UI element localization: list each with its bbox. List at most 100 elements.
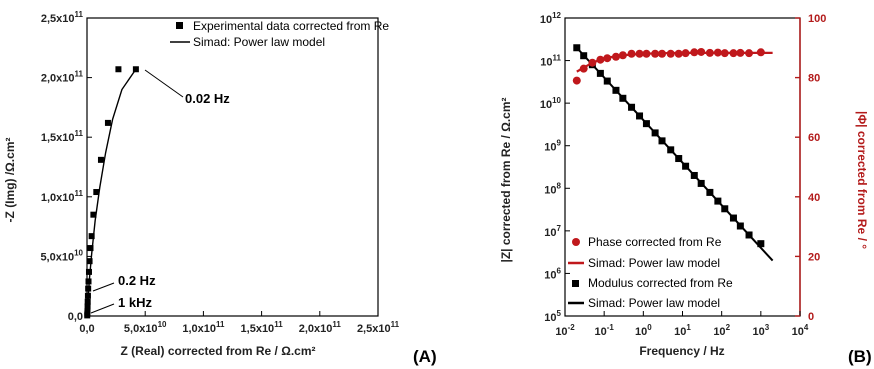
panel-b-modulus-point — [682, 162, 690, 170]
panel-b-modulus-point — [706, 188, 714, 196]
panel-b-y-tick-label: 1012 — [540, 11, 562, 26]
annotation-leader-0-2-hz — [92, 282, 115, 292]
panel-b-phase-point — [705, 48, 714, 57]
panel-b-right-y-tick-label: 100 — [808, 13, 826, 25]
panel-b-legend-square-marker — [572, 280, 579, 287]
panel-b-modulus-point — [745, 231, 753, 239]
panel-b-phase-point — [572, 76, 581, 85]
panel-b-y-ticks: 105 106 107 108 109 1010 1011 1012 — [540, 11, 570, 324]
panel-b-modulus-point — [619, 94, 627, 102]
panel-a-x-tick-label: 1,5x1011 — [241, 320, 284, 335]
panel-b-phase-point — [627, 49, 636, 58]
panel-b-y-tick-label: 107 — [544, 224, 561, 239]
panel-a-y-tick-label: 0,0 — [68, 311, 83, 323]
panel-b-right-y-tick-label: 40 — [808, 192, 820, 204]
panel-b-phase-point — [666, 49, 675, 58]
panel-b-y-tick-label: 105 — [544, 309, 561, 324]
panel-b-modulus-points — [573, 44, 765, 248]
panel-b-x-tick-label: 103 — [752, 323, 769, 338]
panel-b-modulus-point — [736, 222, 744, 230]
annotation-0-2-hz: 0.2 Hz — [118, 273, 156, 288]
panel-a-y-ticks: 0,0 5,0x1010 1,0x1011 1,5x1011 2,0x1011 2,5x1… — [40, 10, 92, 323]
panel-b-right-y-tick-label: 60 — [808, 132, 820, 144]
panel-a-data-point — [86, 258, 93, 265]
panel-b-modulus-point — [580, 52, 588, 60]
panel-b-phase-point — [658, 49, 667, 58]
panel-a-data-point — [84, 298, 91, 305]
panel-b-modulus-point — [658, 137, 666, 145]
panel-b-right-y-tick-label: 0 — [808, 311, 814, 323]
panel-b-x-tick-label: 100 — [635, 323, 652, 338]
panel-a-plot-frame — [86, 17, 379, 317]
panel-a-x-tick-label: 1,0x1011 — [182, 320, 225, 335]
panel-a-x-axis-label: Z (Real) corrected from Re / Ω.cm² — [121, 344, 316, 358]
panel-b-modulus-point — [667, 146, 675, 154]
panel-a-data-point — [93, 189, 100, 196]
annotation-leader-1-khz — [90, 303, 115, 314]
panel-b-x-tick-label: 10-2 — [555, 323, 575, 338]
panel-b-x-ticks: 10-2 10-1 100 101 102 103 104 — [555, 311, 809, 338]
panel-b-legend: Phase corrected from Re Simad: Power law… — [568, 235, 733, 310]
panel-a-data-point — [132, 66, 139, 73]
panel-b-phase-point — [635, 49, 644, 58]
panel-b-modulus-point — [729, 214, 737, 222]
panel-b-phase-point — [745, 49, 754, 58]
panel-b-right-y-tick-label: 80 — [808, 73, 820, 85]
panel-b-modulus-point — [675, 155, 683, 163]
panel-a-data-point — [90, 211, 97, 218]
panel-a-label: (A) — [413, 347, 437, 366]
panel-a-data-point — [84, 303, 91, 310]
panel-a-y-tick-label: 1,5x1011 — [41, 129, 84, 144]
panel-b-modulus-point — [636, 112, 644, 120]
panel-b-phase-point — [713, 48, 722, 57]
panel-b-phase-point — [611, 52, 620, 61]
annotation-1-khz: 1 kHz — [118, 295, 152, 310]
panel-b-phase-point — [681, 49, 690, 58]
panel-b-label: (B) — [848, 347, 872, 366]
panel-b-y-tick-label: 108 — [544, 181, 561, 196]
panel-b-y-tick-label: 109 — [544, 139, 561, 154]
panel-a-legend: Experimental data corrected from Re Sima… — [170, 19, 389, 49]
panel-a-x-tick-label: 0,0 — [79, 323, 94, 335]
panel-b-legend-entry-3: Modulus corrected from Re — [588, 276, 733, 290]
panel-b-legend-entry-4: Simad: Power law model — [588, 296, 720, 310]
panel-b-x-axis-label: Frequency / Hz — [639, 344, 724, 358]
panel-b-legend-entry-1: Phase corrected from Re — [588, 235, 722, 249]
panel-b-right-y-axis-label: |Φ| corrected from Re / ° — [855, 111, 869, 249]
panel-b-x-tick-label: 10-1 — [594, 323, 614, 338]
panel-b-modulus-point — [714, 197, 722, 205]
panel-b-phase-point — [596, 55, 605, 64]
panel-a-y-axis-label: -Z (Img) /Ω.cm² — [3, 138, 17, 223]
panel-a-y-tick-label: 1,0x1011 — [41, 189, 84, 204]
panel-b: 10-2 10-1 100 101 102 103 104 1051061071081091… — [499, 11, 872, 366]
panel-a-data-point — [115, 66, 122, 73]
panel-b-modulus-point — [612, 86, 620, 94]
panel-a-y-tick-label: 2,0x1011 — [41, 70, 84, 85]
panel-b-phase-points — [572, 47, 765, 85]
panel-a-data-point — [97, 156, 104, 163]
panel-a-annotations: 0.02 Hz 0.2 Hz 1 kHz — [90, 69, 230, 314]
panel-b-modulus-point — [573, 44, 581, 52]
panel-a-x-tick-label: 2,0x1011 — [299, 320, 342, 335]
panel-a-data-point — [88, 233, 95, 240]
panel-a-data-point — [85, 285, 92, 292]
panel-b-x-tick-label: 101 — [674, 323, 691, 338]
panel-b-right-y-ticks: 0 20 40 60 80 100 — [795, 13, 826, 323]
panel-a-data-point — [85, 268, 92, 275]
panel-b-phase-point — [588, 58, 597, 67]
annotation-0-02-hz: 0.02 Hz — [185, 91, 230, 106]
panel-b-right-y-tick-label: 20 — [808, 251, 820, 263]
panel-b-phase-point — [697, 47, 706, 56]
panel-b-phase-point — [736, 48, 745, 57]
panel-b-modulus-point — [628, 103, 636, 111]
panel-b-phase-point — [674, 49, 683, 58]
panel-b-y-tick-label: 1010 — [540, 96, 562, 111]
panel-b-x-tick-label: 104 — [792, 323, 809, 338]
panel-b-y-tick-label: 1011 — [540, 54, 561, 69]
panel-b-modulus-point — [603, 77, 611, 85]
panel-b-phase-point — [618, 51, 627, 60]
panel-a-y-tick-label: 5,0x1010 — [40, 248, 83, 263]
panel-b-modulus-point — [642, 120, 650, 128]
panel-a-data-point — [85, 278, 92, 285]
